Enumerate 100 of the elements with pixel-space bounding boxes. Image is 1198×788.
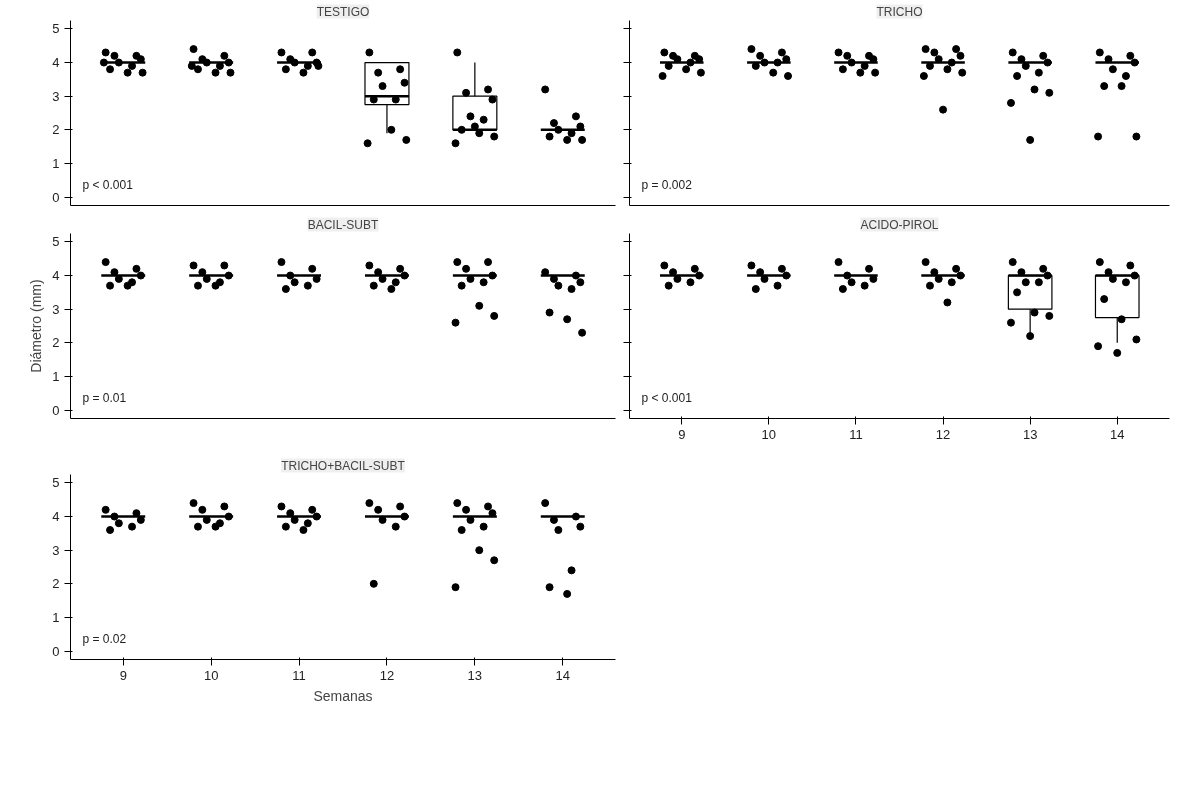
y-tick-label: 5 <box>52 21 60 37</box>
point <box>695 55 704 64</box>
point <box>1130 271 1139 280</box>
x-axis-title: Semanas <box>313 687 373 704</box>
point <box>865 264 874 273</box>
point <box>193 522 202 531</box>
point <box>563 589 572 598</box>
annotation: p < 0.001 <box>82 177 134 192</box>
point <box>123 281 132 290</box>
point <box>1043 58 1052 67</box>
point <box>391 278 400 287</box>
point <box>1132 335 1141 344</box>
chart-title: TESTIGO <box>316 4 370 19</box>
point <box>541 499 550 508</box>
point <box>451 583 460 592</box>
point <box>198 268 207 277</box>
point <box>1094 132 1103 141</box>
point <box>114 519 123 528</box>
point <box>400 512 409 521</box>
point <box>475 546 484 555</box>
point <box>1108 65 1117 74</box>
point <box>664 281 673 290</box>
y-tick-label: 1 <box>52 155 60 171</box>
point <box>488 95 497 104</box>
point <box>541 268 550 277</box>
point <box>1039 264 1048 273</box>
point <box>290 58 299 67</box>
y-tick-label: 4 <box>52 55 60 71</box>
x-tick-label: 13 <box>467 667 483 683</box>
x-tick-label: 14 <box>1110 426 1125 442</box>
point <box>220 261 229 270</box>
point <box>1117 315 1126 324</box>
y-tick-label: 2 <box>52 576 60 592</box>
point <box>545 308 554 317</box>
point <box>939 105 948 114</box>
point <box>1094 342 1103 351</box>
point <box>400 78 409 87</box>
point <box>226 68 235 77</box>
point <box>374 268 383 277</box>
point <box>299 68 308 77</box>
x-tick-label: 11 <box>292 667 306 683</box>
point <box>387 125 396 134</box>
point <box>484 258 493 267</box>
point <box>453 48 462 57</box>
point <box>1039 51 1048 60</box>
chart-title: TRICHO <box>876 4 923 19</box>
y-tick-label: 0 <box>52 643 60 659</box>
point <box>286 509 295 518</box>
point <box>479 522 488 531</box>
point <box>396 65 405 74</box>
point <box>224 271 233 280</box>
point <box>930 48 939 57</box>
point <box>1100 295 1109 304</box>
point <box>773 281 782 290</box>
point <box>198 505 207 514</box>
point <box>396 264 405 273</box>
point <box>490 132 499 141</box>
point <box>365 499 374 508</box>
point <box>220 502 229 511</box>
x-tick-label: 14 <box>555 667 570 683</box>
point <box>457 125 466 134</box>
point <box>541 85 550 94</box>
point <box>777 48 786 57</box>
point <box>934 55 943 64</box>
point <box>211 522 220 531</box>
annotation: p = 0.02 <box>82 631 127 646</box>
point <box>1045 311 1054 320</box>
x-tick-label: 9 <box>119 667 127 683</box>
point <box>554 526 563 534</box>
point <box>947 278 956 287</box>
point <box>871 68 880 77</box>
x-tick-label: 12 <box>379 667 395 683</box>
point <box>943 65 952 74</box>
point <box>187 61 196 70</box>
point <box>303 519 312 528</box>
point <box>947 58 956 67</box>
point <box>834 48 843 57</box>
point <box>751 285 760 293</box>
point <box>1132 132 1141 141</box>
point <box>1017 55 1026 64</box>
point <box>1043 271 1052 280</box>
x-tick-label: 10 <box>761 426 777 442</box>
y-tick-label: 4 <box>52 268 60 284</box>
point <box>838 65 847 74</box>
point <box>466 112 475 121</box>
point <box>563 135 572 144</box>
point <box>1100 82 1109 91</box>
point <box>466 515 475 524</box>
point <box>1021 278 1030 287</box>
point <box>869 55 878 64</box>
point <box>1104 268 1113 277</box>
point <box>189 261 198 270</box>
point <box>925 281 934 290</box>
point <box>554 281 563 290</box>
point <box>136 271 145 280</box>
point <box>856 68 865 77</box>
point <box>1030 308 1039 317</box>
point <box>782 271 791 280</box>
point <box>101 48 110 57</box>
point <box>1013 288 1022 297</box>
